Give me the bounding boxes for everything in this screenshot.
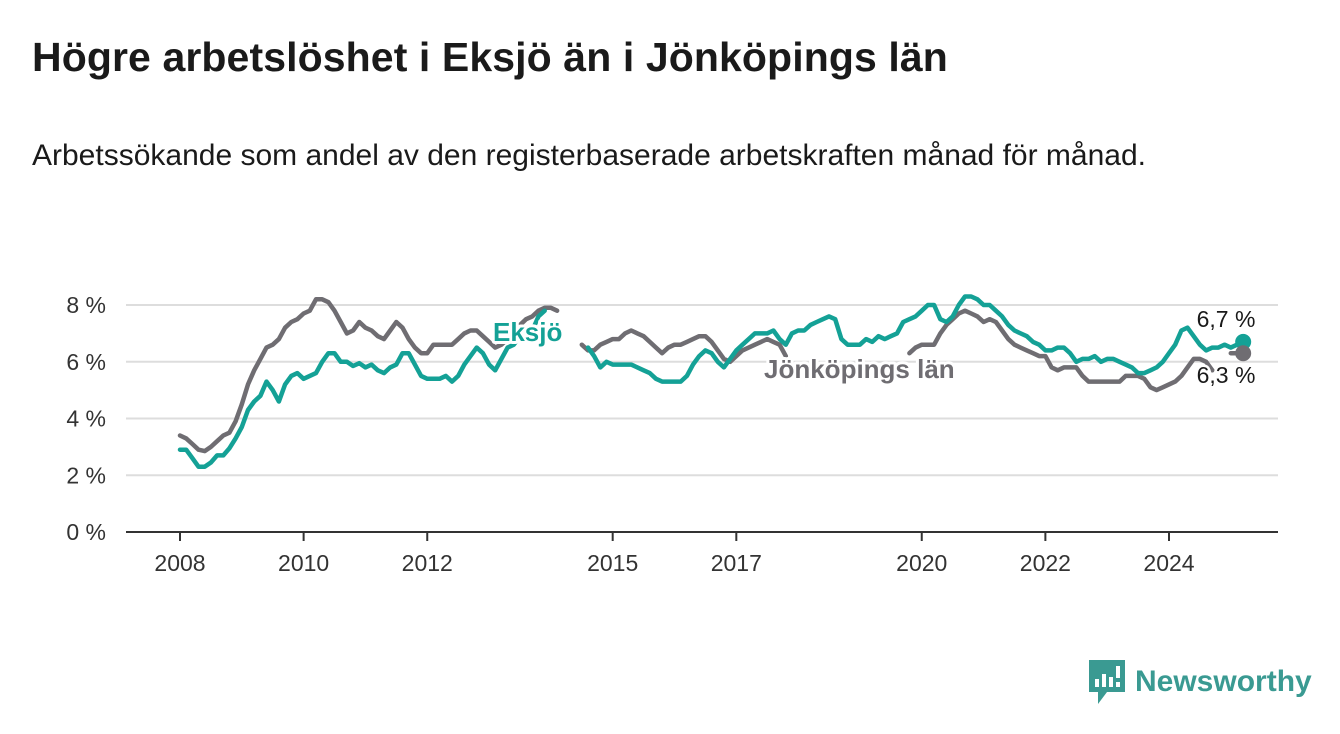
series-line-0 xyxy=(177,294,1246,469)
chart-subtitle: Arbetssökande som andel av den registerb… xyxy=(32,139,1146,172)
x-tick-label: 2022 xyxy=(1020,550,1071,576)
x-tick-label: 2015 xyxy=(587,550,638,576)
end-marker-0 xyxy=(1235,333,1252,350)
y-tick-label: 8 % xyxy=(66,292,106,318)
x-tick-label: 2020 xyxy=(896,550,947,576)
x-axis: 2008 2010 2012 2015 2017 2020 2022 2024 xyxy=(126,531,1278,576)
y-axis-tick-labels: 0 % 2 % 4 % 6 % 8 % xyxy=(66,292,106,545)
series-line-1 xyxy=(177,297,1246,454)
series-labels: Eksjö Jönköpings län xyxy=(490,314,958,387)
series-label-0: Eksjö xyxy=(493,317,562,347)
end-value-label-0: 6,7 % xyxy=(1197,306,1256,332)
x-tick-label: 2017 xyxy=(711,550,762,576)
y-tick-label: 6 % xyxy=(66,349,106,375)
chart-title: Högre arbetslöshet i Eksjö än i Jönköpin… xyxy=(32,34,948,80)
series-lines xyxy=(177,294,1246,469)
y-tick-label: 0 % xyxy=(66,519,106,545)
x-tick-label: 2010 xyxy=(278,550,329,576)
end-value-label-1: 6,3 % xyxy=(1197,362,1256,388)
y-tick-label: 4 % xyxy=(66,406,106,432)
x-tick-label: 2024 xyxy=(1143,550,1194,576)
brand-name: Newsworthy xyxy=(1135,665,1312,698)
series-label-1: Jönköpings län xyxy=(764,354,955,384)
gridlines xyxy=(126,304,1278,477)
y-tick-label: 2 % xyxy=(66,462,106,488)
end-marker-1 xyxy=(1235,345,1252,362)
x-tick-label: 2008 xyxy=(154,550,205,576)
end-markers: 6,7 % 6,3 % xyxy=(1194,304,1258,391)
newsworthy-logo-icon xyxy=(1089,660,1125,704)
brand: Newsworthy xyxy=(1089,660,1312,704)
x-tick-label: 2012 xyxy=(402,550,453,576)
